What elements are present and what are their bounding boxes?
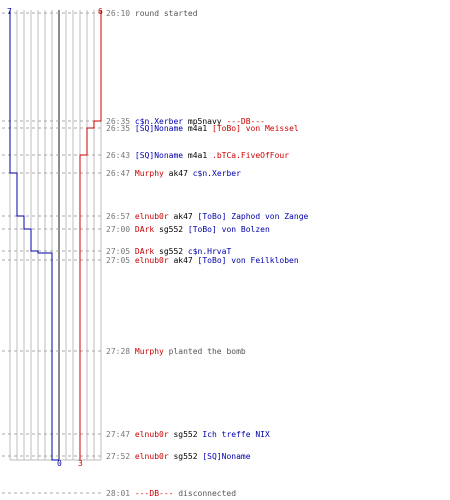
weapon-name: ak47 [163,169,193,178]
event-note: disconnected [173,489,237,498]
event-time: 27:52 [106,452,131,461]
event-row: 26:35 c$n.Xerber mp5navy ---DB--- [106,117,265,126]
player-name: DArk [134,247,155,256]
event-row: 27:47 elnub0r sg552 Ich treffe NIX [106,430,270,439]
weapon-name: mp5navy [183,117,227,126]
event-time: 27:28 [106,347,131,356]
event-row: 27:05 DArk sg552 c$n.HrvaT [106,247,231,256]
event-note: planted the bomb [163,347,246,356]
player-name: [SQ]Noname [202,452,251,461]
event-row: 27:28 Murphy planted the bomb [106,347,246,356]
event-time: 27:00 [106,225,131,234]
event-row: 26:57 elnub0r ak47 [ToBo] Zaphod von Zan… [106,212,308,221]
event-row: 28:01 ---DB--- disconnected [106,489,236,498]
player-name: [ToBo] von Meissel [212,124,299,133]
player-name: [ToBo] Zaphod von Zange [197,212,309,221]
t-alive-line [79,10,102,460]
player-name: ---DB--- [226,117,265,126]
ct-end-count: 0 [57,459,62,468]
player-name: Murphy [134,169,164,178]
weapon-name: sg552 [168,452,203,461]
player-name: ---DB--- [134,489,174,498]
player-name: c$n.Xerber [192,169,241,178]
event-row: 27:00 DArk sg552 [ToBo] von Bolzen [106,225,270,234]
weapon-name: ak47 [168,256,198,265]
weapon-name: sg552 [154,225,188,234]
event-row: 27:52 elnub0r sg552 [SQ]Noname [106,452,251,461]
player-name: c$n.Xerber [134,117,184,126]
event-row: 26:35 [SQ]Noname m4a1 [ToBo] von Meissel [106,124,299,133]
player-name: elnub0r [134,212,169,221]
ct-alive-line [9,10,59,461]
event-time: 27:47 [106,430,131,439]
event-time: 26:43 [106,151,131,160]
event-time: 26:10 [106,9,131,18]
event-time: 26:35 [106,124,131,133]
event-time: 28:01 [106,489,131,498]
event-row: 26:10 round started [106,9,198,18]
event-time: 27:05 [106,247,131,256]
event-row: 26:47 Murphy ak47 c$n.Xerber [106,169,241,178]
event-row: 26:43 [SQ]Noname m4a1 .bTCa.FiveOfFour [106,151,289,160]
player-name: .bTCa.FiveOfFour [212,151,290,160]
event-time: 26:57 [106,212,131,221]
event-row: 27:05 elnub0r ak47 [ToBo] von Feilkloben [106,256,299,265]
player-name: [SQ]Noname [134,124,184,133]
event-time: 26:35 [106,117,131,126]
weapon-name: sg552 [168,430,203,439]
event-note: round started [134,9,198,18]
player-name: Ich treffe NIX [202,430,270,439]
player-name: c$n.HrvaT [187,247,232,256]
event-time: 26:47 [106,169,131,178]
player-name: [ToBo] von Bolzen [187,225,270,234]
weapon-name: ak47 [168,212,198,221]
graph-grid [9,10,102,461]
ct-start-count: 7 [7,7,12,16]
player-name: Murphy [134,347,164,356]
weapon-name: m4a1 [183,151,212,160]
player-name: elnub0r [134,430,169,439]
player-name: DArk [134,225,155,234]
player-name: [SQ]Noname [134,151,184,160]
event-time: 27:05 [106,256,131,265]
t-start-count: 6 [98,7,103,16]
player-name: elnub0r [134,256,169,265]
t-end-count: 3 [78,459,83,468]
player-name: elnub0r [134,452,169,461]
weapon-name: sg552 [154,247,188,256]
player-name: [ToBo] von Feilkloben [197,256,299,265]
team-lines [9,10,102,461]
weapon-name: m4a1 [183,124,212,133]
